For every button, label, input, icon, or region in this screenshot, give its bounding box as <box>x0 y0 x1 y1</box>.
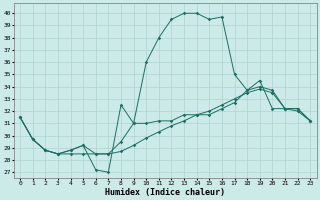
X-axis label: Humidex (Indice chaleur): Humidex (Indice chaleur) <box>105 188 225 197</box>
